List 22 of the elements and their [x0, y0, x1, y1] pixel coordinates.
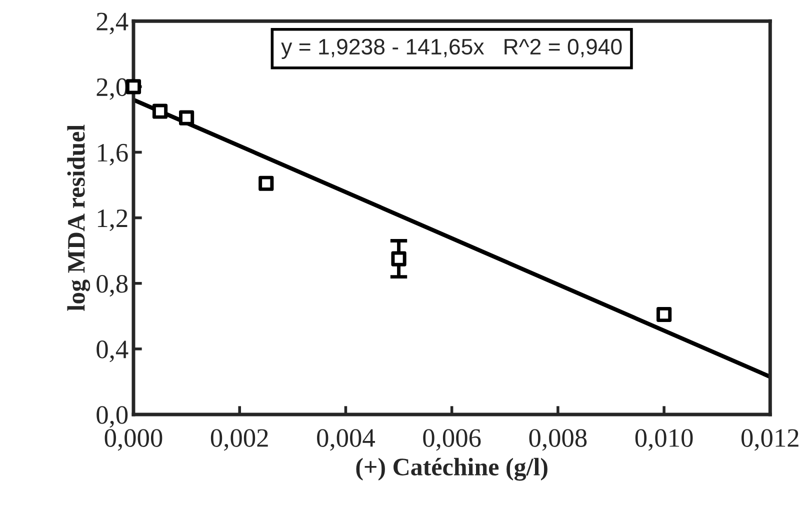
y-tick-label: 0,4	[96, 340, 128, 362]
point	[152, 104, 168, 119]
x-axis-title: (+) Catéchine (g/l)	[356, 458, 548, 481]
x-tick-label: 0,010	[635, 429, 693, 451]
y-tick-label: 2,4	[96, 12, 128, 34]
x-tick-label: 0,000	[104, 429, 162, 451]
annotation: y = 1,9238 - 141,65x R^2 = 0,940	[281, 38, 622, 60]
y-tick-label: 0,8	[96, 274, 128, 297]
x-tick-label: 0,004	[317, 429, 375, 451]
y-tick-label: 1,2	[98, 209, 128, 232]
x-tick-label: 0,002	[210, 429, 268, 451]
x-tick-label: 0,008	[529, 429, 587, 451]
y-tick-label: 1,6	[98, 144, 128, 166]
y-axis-title: log MDA residuel	[67, 124, 90, 311]
point	[126, 79, 142, 94]
point	[391, 251, 406, 266]
y-tick-label: 0,0	[96, 406, 128, 428]
x-tick-label: 0,012	[741, 429, 798, 451]
x-tick-label: 0,006	[423, 429, 481, 451]
point	[178, 110, 194, 126]
point	[656, 306, 672, 322]
point	[258, 176, 274, 191]
